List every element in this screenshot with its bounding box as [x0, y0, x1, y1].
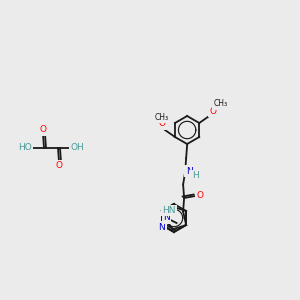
Text: O: O [56, 161, 62, 170]
Text: N: N [186, 167, 193, 176]
Text: N: N [163, 214, 170, 223]
Text: H: H [192, 172, 199, 181]
Text: O: O [196, 190, 204, 200]
Text: N: N [158, 223, 165, 232]
Text: O: O [40, 125, 46, 134]
Text: O: O [210, 106, 217, 116]
Text: HO: HO [18, 143, 32, 152]
Text: CH₃: CH₃ [155, 112, 169, 122]
Text: CH₃: CH₃ [213, 100, 227, 109]
Text: O: O [158, 119, 166, 128]
Text: HN: HN [163, 206, 176, 215]
Text: OH: OH [70, 143, 84, 152]
